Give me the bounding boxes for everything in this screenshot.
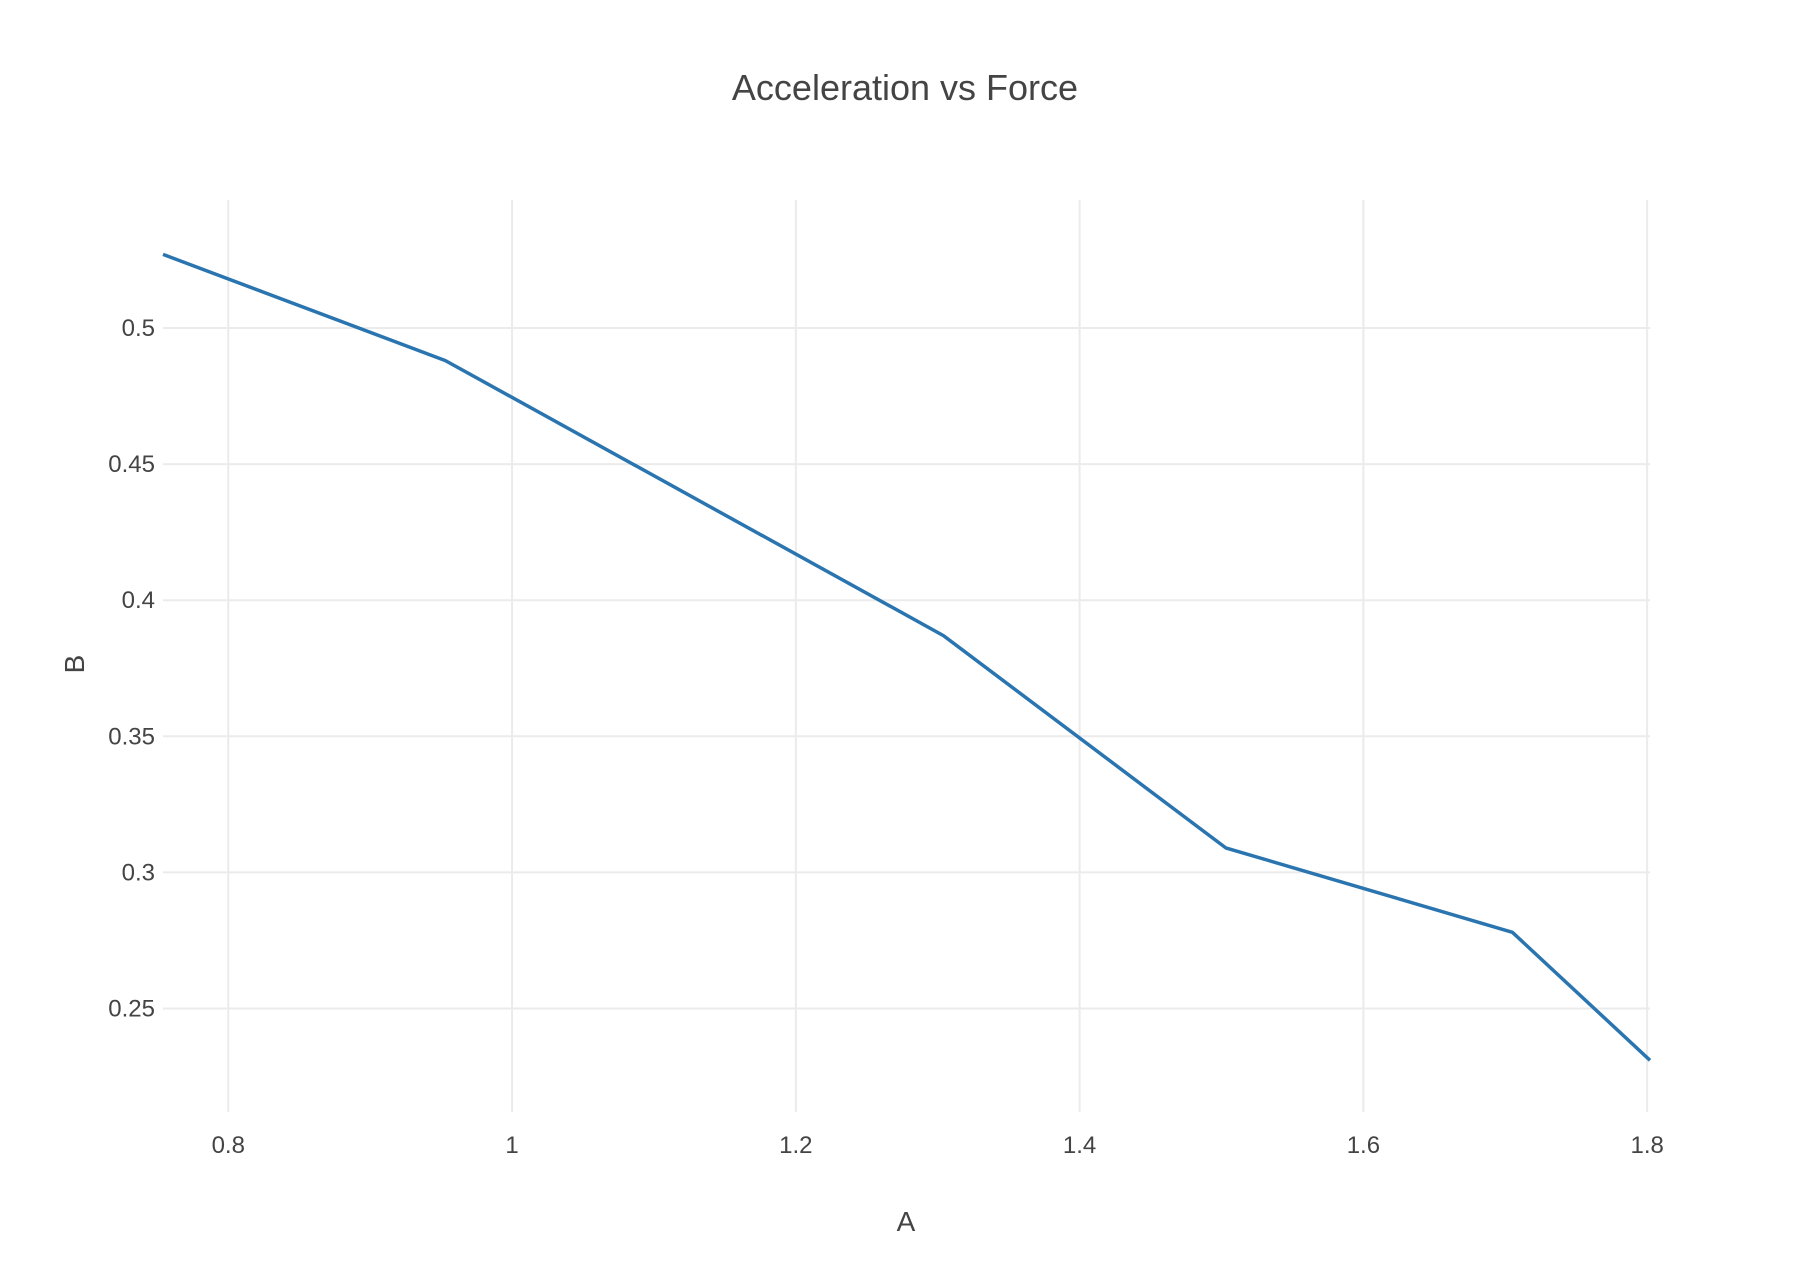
x-tick-label: 1 <box>505 1132 518 1159</box>
x-axis-ticks: 0.8 1 1.2 1.4 1.6 1.8 <box>212 1132 1664 1159</box>
x-axis-title: A <box>897 1206 916 1237</box>
x-tick-label: 1.2 <box>779 1132 812 1159</box>
x-tick-label: 0.8 <box>212 1132 245 1159</box>
y-tick-label: 0.3 <box>122 859 155 886</box>
y-tick-label: 0.45 <box>108 451 155 478</box>
x-grid <box>227 200 1649 1112</box>
x-tick-label: 1.8 <box>1630 1132 1663 1159</box>
y-axis-ticks: 0.25 0.3 0.35 0.4 0.45 0.5 <box>108 315 155 1023</box>
y-grid <box>163 326 1650 1010</box>
chart-title: Acceleration vs Force <box>732 67 1078 108</box>
series-layer <box>162 252 1652 1062</box>
y-axis-title: B <box>59 655 90 674</box>
y-tick-label: 0.4 <box>122 587 155 614</box>
series-line <box>162 252 1652 1062</box>
x-tick-label: 1.4 <box>1063 1132 1096 1159</box>
y-tick-label: 0.5 <box>122 315 155 342</box>
y-tick-label: 0.25 <box>108 996 155 1023</box>
x-tick-label: 1.6 <box>1347 1132 1380 1159</box>
y-tick-label: 0.35 <box>108 723 155 750</box>
